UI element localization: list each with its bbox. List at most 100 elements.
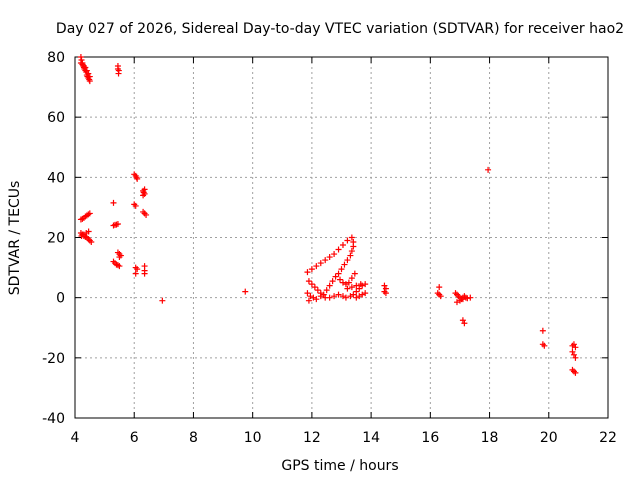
data-point — [344, 257, 351, 264]
x-tick-label: 16 — [421, 430, 439, 446]
data-point — [143, 211, 150, 218]
x-tick-label: 8 — [189, 430, 198, 446]
data-point — [83, 67, 90, 74]
x-tick-label: 20 — [540, 430, 558, 446]
data-point — [362, 290, 369, 297]
data-point — [132, 270, 139, 277]
data-point — [308, 281, 315, 288]
data-point — [88, 239, 95, 246]
data-point — [339, 242, 346, 249]
data-point — [348, 275, 355, 282]
x-tick-label: 4 — [71, 430, 80, 446]
data-point — [82, 64, 89, 71]
data-point — [335, 270, 342, 277]
data-point — [347, 252, 354, 259]
data-point — [311, 284, 318, 291]
data-point — [344, 285, 351, 292]
data-point — [304, 269, 311, 276]
data-point — [459, 296, 466, 303]
data-point — [331, 293, 338, 300]
data-point — [539, 327, 546, 334]
data-point — [348, 284, 355, 291]
data-point — [322, 257, 329, 264]
data-point — [305, 297, 312, 304]
data-point — [331, 251, 338, 258]
data-point — [541, 342, 548, 349]
data-point — [329, 278, 336, 285]
data-point — [132, 202, 139, 209]
data-point — [242, 288, 249, 295]
data-point — [314, 287, 321, 294]
data-point — [313, 263, 320, 270]
data-point — [85, 228, 92, 235]
data-point — [382, 290, 389, 297]
data-point — [351, 270, 358, 277]
data-point — [317, 293, 324, 300]
data-point — [115, 70, 122, 77]
data-point — [572, 369, 579, 376]
data-point — [572, 344, 579, 351]
x-axis-label: GPS time / hours — [281, 458, 398, 474]
data-point — [326, 294, 333, 301]
data-point — [464, 295, 471, 302]
x-tick-label: 18 — [481, 430, 499, 446]
x-tick-label: 12 — [303, 430, 321, 446]
data-point — [317, 260, 324, 267]
data-point — [572, 354, 579, 361]
data-point — [116, 263, 123, 270]
data-point — [305, 278, 312, 285]
data-point — [348, 248, 355, 255]
data-point — [459, 317, 466, 324]
y-tick-label: -40 — [42, 411, 65, 427]
y-tick-label: -20 — [42, 351, 65, 367]
data-point — [467, 294, 474, 301]
data-point — [110, 199, 117, 206]
data-point — [461, 320, 468, 327]
data-point — [341, 261, 348, 268]
y-tick-label: 0 — [56, 291, 65, 307]
data-point — [569, 348, 576, 355]
data-point — [436, 284, 443, 291]
x-tick-label: 22 — [599, 430, 617, 446]
y-tick-label: 60 — [47, 110, 65, 126]
data-point — [326, 254, 333, 261]
data-point — [337, 276, 344, 283]
data-point — [116, 254, 123, 261]
data-point — [114, 220, 121, 227]
data-points — [77, 54, 579, 376]
data-point — [350, 291, 357, 298]
y-tick-label: 20 — [47, 231, 65, 247]
data-point — [86, 73, 93, 80]
data-point — [140, 192, 147, 199]
x-tick-label: 10 — [244, 430, 262, 446]
data-point — [335, 246, 342, 253]
data-point — [437, 293, 444, 300]
grid — [75, 57, 608, 418]
data-point — [357, 281, 364, 288]
data-point — [85, 70, 92, 77]
data-point — [350, 239, 357, 246]
data-point — [342, 294, 349, 301]
data-point — [134, 175, 141, 182]
x-tick-label: 6 — [130, 430, 139, 446]
data-point — [313, 296, 320, 303]
chart-title: Day 027 of 2026, Sidereal Day-to-day VTE… — [56, 21, 624, 37]
data-point — [356, 285, 363, 292]
data-point — [159, 297, 166, 304]
data-point — [141, 270, 148, 277]
data-point — [485, 166, 492, 173]
data-point — [304, 290, 311, 297]
data-point — [344, 237, 351, 244]
axis-ticks — [74, 56, 609, 419]
data-point — [134, 266, 141, 273]
y-axis-label: SDTVAR / TECUs — [7, 181, 23, 296]
data-point — [353, 288, 360, 295]
data-point — [323, 287, 330, 294]
data-point — [335, 291, 342, 298]
data-point — [338, 266, 345, 273]
data-point — [326, 282, 333, 289]
data-point — [308, 266, 315, 273]
data-point — [345, 279, 352, 286]
y-tick-label: 40 — [47, 170, 65, 186]
